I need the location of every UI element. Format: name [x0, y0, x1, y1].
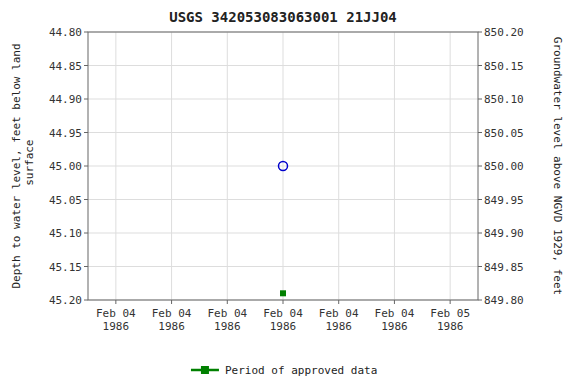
point-circle: [279, 162, 288, 171]
text-line: surface: [23, 140, 36, 193]
text-line: 1986: [437, 320, 464, 333]
tick-mark: [478, 266, 482, 267]
grid-line: [450, 32, 451, 300]
tick-label: Feb 041986: [375, 307, 415, 333]
text-line: Feb 04: [319, 307, 359, 320]
tick-mark: [84, 166, 88, 167]
tick-mark: [283, 300, 284, 304]
text-line: 1986: [381, 320, 408, 333]
tick-mark: [478, 300, 482, 301]
tick-label: Feb 041986: [96, 307, 136, 333]
y-label-group: Depth to water level, feet below land su…: [10, 43, 36, 288]
chart: 44.80 44.85 44.90 44.95 45.00 45.05 45.10 45.15…: [0, 0, 576, 384]
series: [279, 162, 288, 171]
y-axis-label: Depth to water level, feet below land su…: [10, 43, 36, 288]
tick-mark: [478, 166, 482, 167]
y2-axis: 850.20 850.15 850.10 850.05 850.00 849.95 849.…: [478, 26, 524, 307]
text-line: Feb 04: [375, 307, 415, 320]
tick-label: 850.10: [484, 93, 524, 106]
text-line: Depth to water level, feet below land: [10, 43, 23, 288]
text-line: Feb 04: [263, 307, 303, 320]
y2-axis-label: Groundwater level above NGVD 1929, feet: [551, 37, 564, 295]
tick-mark: [84, 32, 88, 33]
tick-mark: [84, 266, 88, 267]
legend: Period of approved data: [191, 364, 377, 377]
tick-label: 850.00: [484, 160, 524, 173]
tick-mark: [478, 32, 482, 33]
y2-label-group: Groundwater level above NGVD 1929, feet: [551, 37, 564, 295]
text-line: Feb 04: [207, 307, 247, 320]
tick-label: Feb 041986: [152, 307, 192, 333]
tick-label: 44.80: [49, 26, 82, 39]
text-line: Feb 04: [96, 307, 136, 320]
tick-mark: [171, 300, 172, 304]
tick-mark: [84, 65, 88, 66]
tick-label: 850.15: [484, 60, 524, 73]
tick-label: Feb 041986: [319, 307, 359, 333]
legend-marker: [201, 366, 209, 374]
tick-label: 849.80: [484, 294, 524, 307]
tick-label: 849.85: [484, 261, 524, 274]
tick-mark: [450, 300, 451, 304]
point-square: [280, 290, 286, 296]
text-line: 1986: [325, 320, 352, 333]
tick-mark: [115, 300, 116, 304]
tick-mark: [394, 300, 395, 304]
tick-mark: [478, 65, 482, 66]
marks: [279, 162, 288, 297]
grid-line: [338, 32, 339, 300]
grid-line: [115, 32, 116, 300]
tick-label: Feb 041986: [207, 307, 247, 333]
tick-label: 45.00: [49, 160, 82, 173]
text-line: Feb 05: [430, 307, 470, 320]
background: [0, 0, 576, 384]
tick-label: 45.10: [49, 227, 82, 240]
title: USGS 342053083063001 21JJ04: [169, 9, 397, 25]
tick-mark: [84, 300, 88, 301]
tick-mark: [84, 132, 88, 133]
tick-label: 45.15: [49, 261, 82, 274]
tick-label: 45.05: [49, 194, 82, 207]
grid: [88, 32, 478, 300]
plot-frame: [88, 32, 478, 300]
series: [280, 290, 286, 296]
tick-mark: [478, 132, 482, 133]
tick-mark: [84, 233, 88, 234]
tick-mark: [478, 99, 482, 100]
tick-mark: [338, 300, 339, 304]
tick-label: Feb 051986: [430, 307, 470, 333]
grid-line: [227, 32, 228, 300]
text-line: 1986: [103, 320, 130, 333]
tick-mark: [478, 199, 482, 200]
text-line: Feb 04: [152, 307, 192, 320]
grid-line: [283, 32, 284, 300]
legend-label: Period of approved data: [225, 364, 377, 377]
tick-label: 850.05: [484, 127, 524, 140]
text-line: 1986: [158, 320, 185, 333]
y-axis: 44.80 44.85 44.90 44.95 45.00 45.05 45.10 45.15…: [49, 26, 88, 307]
text-line: Groundwater level above NGVD 1929, feet: [551, 37, 564, 295]
tick-label: 44.90: [49, 93, 82, 106]
grid-line: [394, 32, 395, 300]
tick-label: 45.20: [49, 294, 82, 307]
tick-label: 44.85: [49, 60, 82, 73]
tick-mark: [84, 99, 88, 100]
tick-label: 44.95: [49, 127, 82, 140]
tick-mark: [227, 300, 228, 304]
tick-mark: [478, 233, 482, 234]
grid-line: [171, 32, 172, 300]
tick-label: 849.90: [484, 227, 524, 240]
text-line: 1986: [214, 320, 241, 333]
tick-mark: [84, 199, 88, 200]
tick-label: 850.20: [484, 26, 524, 39]
x-axis: Feb 041986Feb 041986Feb 041986Feb 041986…: [96, 300, 470, 333]
tick-label: Feb 041986: [263, 307, 303, 333]
tick-label: 849.95: [484, 194, 524, 207]
text-line: 1986: [270, 320, 297, 333]
